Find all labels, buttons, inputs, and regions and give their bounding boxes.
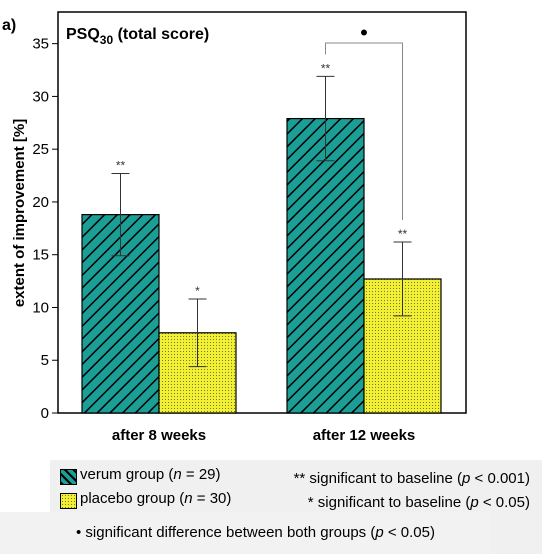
legend-sig-double: ** significant to baseline (p < 0.001) bbox=[293, 470, 530, 487]
y-tick-label: 30 bbox=[32, 88, 49, 105]
x-tick-label: after 8 weeks bbox=[112, 427, 206, 444]
group-difference-marker: • bbox=[360, 20, 368, 45]
plot-frame bbox=[57, 11, 467, 414]
significance-mark: ** bbox=[398, 227, 408, 241]
y-tick-label: 25 bbox=[32, 141, 49, 158]
legend-group-difference: • significant difference between both gr… bbox=[76, 524, 435, 541]
chart: a) PSQ30 (total score) extent of improve… bbox=[2, 11, 467, 444]
y-axis-label: extent of improvement [%] bbox=[11, 119, 28, 307]
legend-placebo: placebo group (n = 30) bbox=[80, 490, 232, 507]
legend-difference-panel bbox=[0, 512, 490, 554]
significance-mark: ** bbox=[116, 158, 126, 172]
y-tick-label: 5 bbox=[41, 352, 49, 369]
y-tick-label: 35 bbox=[32, 36, 49, 53]
legend-sig-single: * significant to baseline (p < 0.05) bbox=[307, 494, 530, 511]
y-tick-label: 0 bbox=[41, 405, 49, 422]
placebo-swatch bbox=[60, 493, 77, 509]
y-axis: 0 5 10 15 20 25 30 35 bbox=[32, 36, 58, 422]
significance-mark: * bbox=[195, 284, 200, 298]
panel-label: a) bbox=[2, 17, 16, 34]
group-difference-bracket: • bbox=[325, 20, 403, 221]
chart-title: PSQ30 (total score) bbox=[66, 26, 209, 47]
bar-verum-group-0 bbox=[81, 214, 160, 414]
bars: ******* bbox=[81, 61, 442, 414]
y-tick-label: 15 bbox=[32, 247, 49, 264]
x-axis-labels: after 8 weeks after 12 weeks bbox=[112, 427, 415, 444]
verum-swatch bbox=[60, 469, 77, 485]
x-tick-label: after 12 weeks bbox=[313, 427, 416, 444]
y-tick-label: 20 bbox=[32, 194, 49, 211]
significance-mark: ** bbox=[321, 61, 331, 75]
bar-verum-group-1 bbox=[286, 117, 365, 414]
y-tick-label: 10 bbox=[32, 299, 49, 316]
legend-verum: verum group (n = 29) bbox=[80, 466, 221, 483]
bracket-line bbox=[325, 42, 403, 221]
